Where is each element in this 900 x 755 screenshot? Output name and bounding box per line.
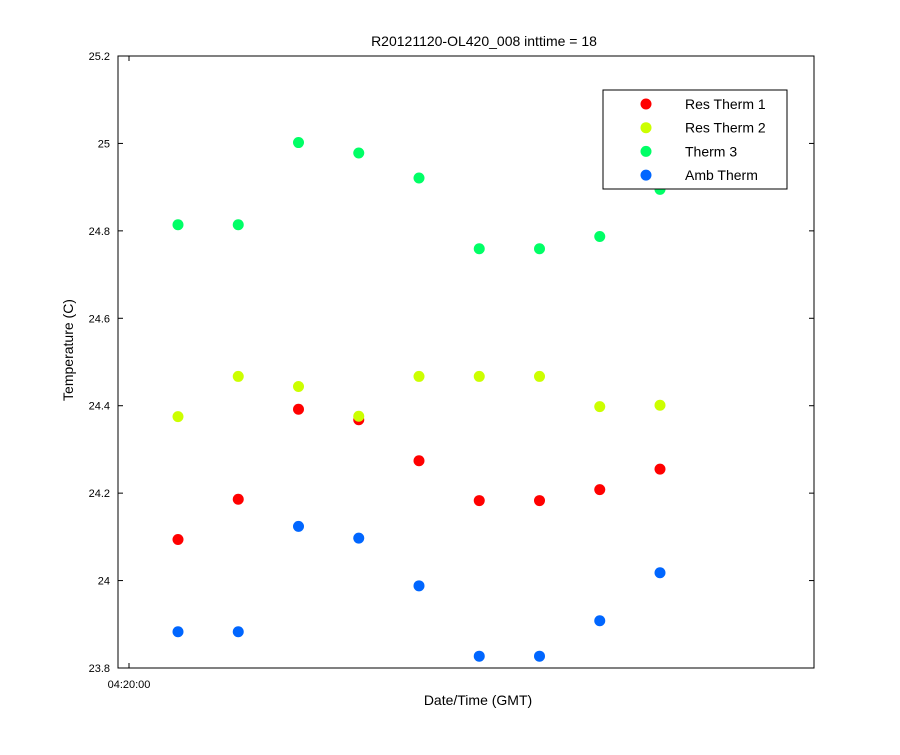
y-tick-label: 24.8 <box>89 226 110 238</box>
data-point <box>172 219 184 231</box>
legend-marker <box>640 145 652 157</box>
data-point <box>413 580 425 592</box>
data-point <box>594 484 606 496</box>
y-tick-label: 24.6 <box>89 313 110 325</box>
data-point <box>293 403 304 415</box>
x-tick-label: 04:20:00 <box>108 679 151 691</box>
series-3 <box>172 520 666 662</box>
data-point <box>534 650 545 662</box>
data-point <box>473 650 485 662</box>
series-1 <box>172 370 666 423</box>
data-point <box>293 137 304 149</box>
data-point <box>534 495 545 507</box>
data-point <box>654 567 666 579</box>
data-point <box>232 219 244 231</box>
data-point <box>172 411 184 423</box>
x-axis-title: Date/Time (GMT) <box>424 692 532 708</box>
y-tick-label: 24.4 <box>89 401 110 413</box>
data-point <box>172 626 184 638</box>
data-point <box>594 401 606 413</box>
legend-label: Amb Therm <box>685 167 758 183</box>
data-point <box>293 380 304 392</box>
data-point <box>413 370 425 382</box>
data-point <box>594 231 606 243</box>
data-point <box>473 495 485 507</box>
series-0 <box>172 403 666 545</box>
data-point <box>353 532 365 544</box>
legend-marker <box>640 98 652 110</box>
data-point <box>654 463 666 475</box>
data-point <box>353 147 365 159</box>
y-tick-label: 24 <box>98 576 110 588</box>
data-point <box>534 370 545 382</box>
data-point <box>232 370 244 382</box>
x-axis: 04:20:00 <box>108 56 151 691</box>
data-point <box>413 172 425 184</box>
legend-marker <box>640 122 652 134</box>
y-axis-title: Temperature (C) <box>60 299 76 401</box>
data-point <box>293 520 304 532</box>
legend-label: Therm 3 <box>685 143 737 159</box>
data-point <box>473 243 485 255</box>
y-tick-label: 25 <box>98 138 110 150</box>
chart-title: R20121120-OL420_008 inttime = 18 <box>371 33 597 49</box>
legend-label: Res Therm 2 <box>685 120 766 136</box>
y-tick-label: 23.8 <box>89 663 110 675</box>
legend-box <box>602 89 788 190</box>
data-point <box>353 410 365 422</box>
data-points <box>172 137 666 662</box>
legend: Res Therm 1 Res Therm 2 Therm 3 Amb Therm <box>602 89 788 190</box>
data-point <box>654 399 666 411</box>
legend-label: Res Therm 1 <box>685 96 766 112</box>
data-point <box>473 370 485 382</box>
legend-marker <box>640 169 652 181</box>
data-point <box>594 615 606 627</box>
y-tick-label: 25.2 <box>89 51 110 63</box>
y-axis: 23.8 24 24.2 24.4 24.6 24.8 25 25.2 <box>89 51 814 675</box>
data-point <box>172 533 184 545</box>
data-point <box>232 493 244 505</box>
data-point <box>232 626 244 638</box>
series-2 <box>172 137 666 255</box>
data-point <box>413 455 425 467</box>
y-tick-label: 24.2 <box>89 488 110 500</box>
data-point <box>534 243 545 255</box>
